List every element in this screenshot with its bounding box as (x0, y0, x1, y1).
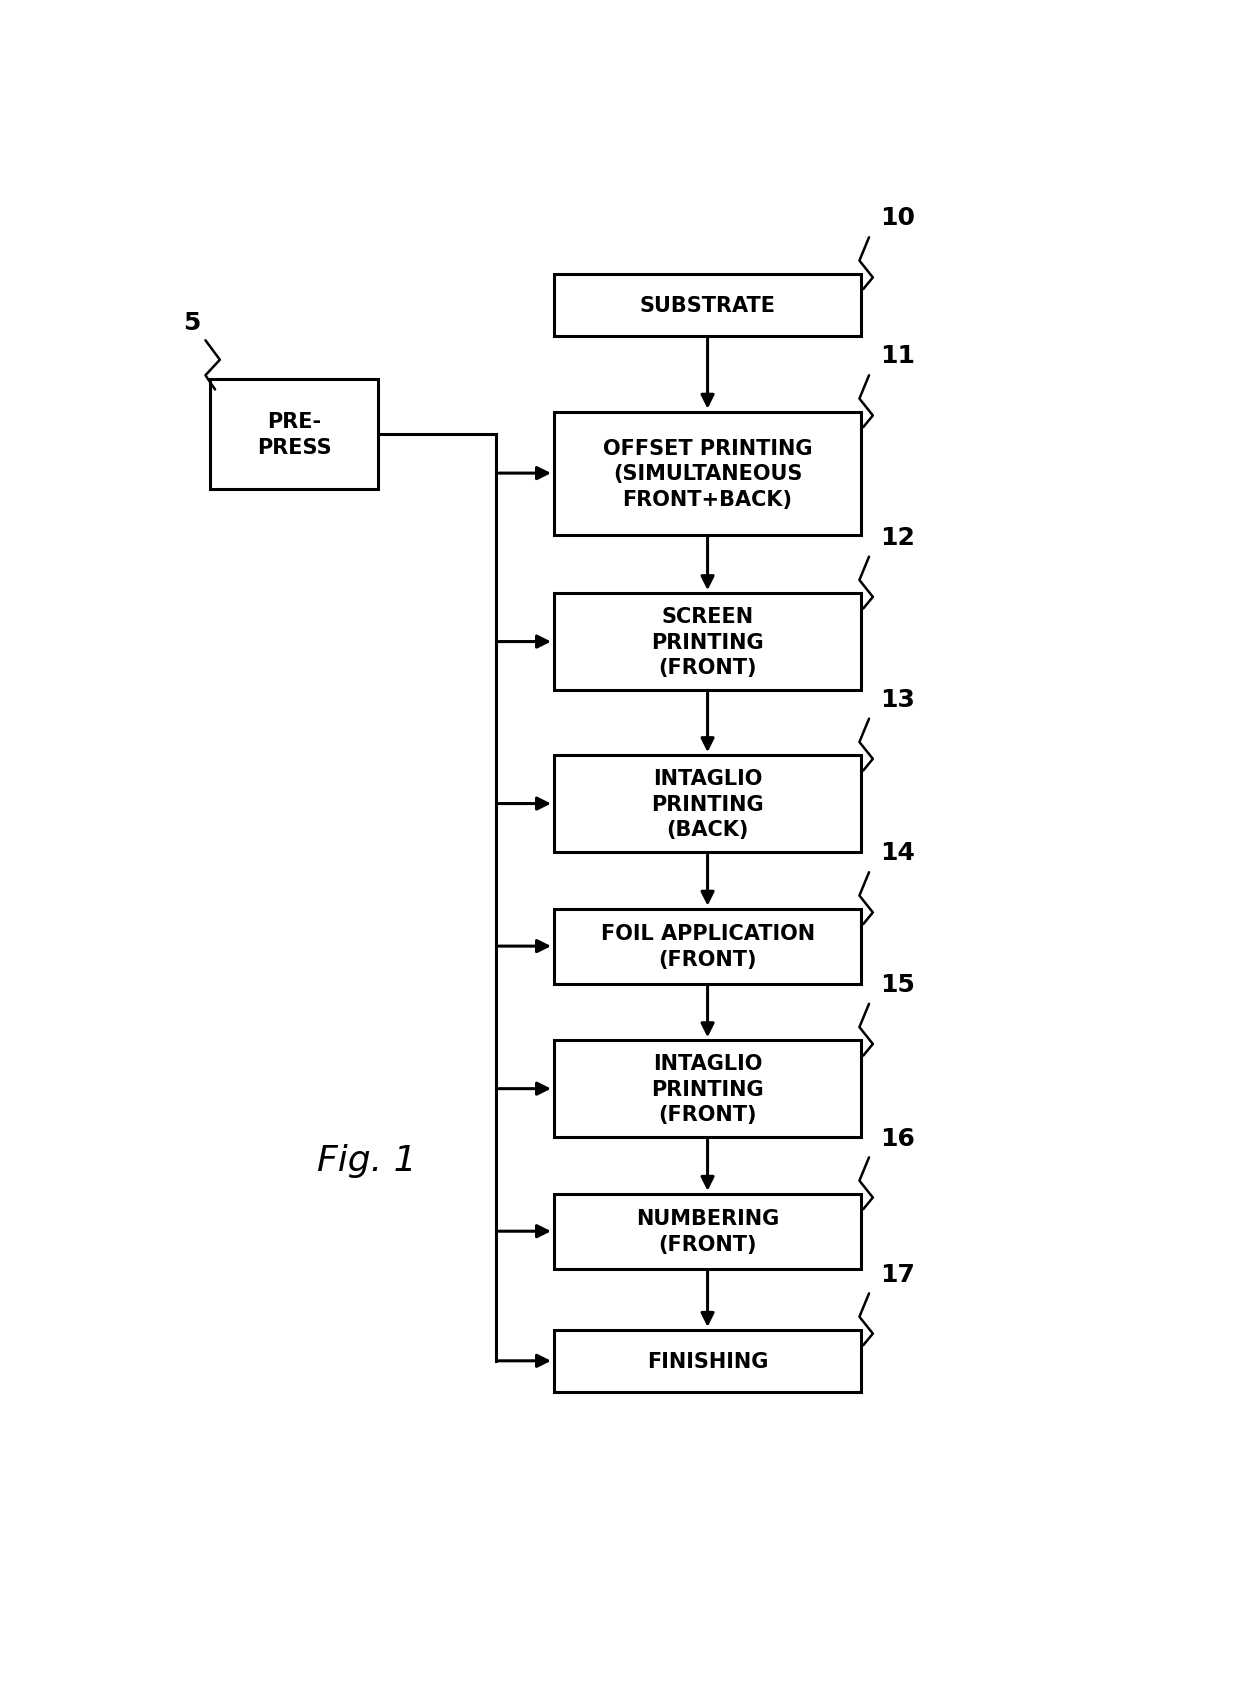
Text: SUBSTRATE: SUBSTRATE (640, 296, 775, 316)
Text: 16: 16 (880, 1125, 915, 1150)
Text: FOIL APPLICATION
(FRONT): FOIL APPLICATION (FRONT) (600, 923, 815, 969)
Text: 5: 5 (184, 311, 201, 335)
Text: SCREEN
PRINTING
(FRONT): SCREEN PRINTING (FRONT) (651, 607, 764, 678)
Text: INTAGLIO
PRINTING
(BACK): INTAGLIO PRINTING (BACK) (651, 769, 764, 839)
Text: Fig. 1: Fig. 1 (316, 1144, 417, 1177)
Text: NUMBERING
(FRONT): NUMBERING (FRONT) (636, 1209, 779, 1255)
FancyBboxPatch shape (211, 380, 378, 489)
Text: 17: 17 (880, 1262, 915, 1285)
FancyBboxPatch shape (554, 1194, 862, 1268)
FancyBboxPatch shape (554, 274, 862, 336)
Text: 10: 10 (880, 207, 915, 230)
FancyBboxPatch shape (554, 908, 862, 984)
Text: 14: 14 (880, 841, 915, 865)
FancyBboxPatch shape (554, 594, 862, 691)
FancyBboxPatch shape (554, 412, 862, 535)
Text: PRE-
PRESS: PRE- PRESS (257, 412, 331, 458)
FancyBboxPatch shape (554, 755, 862, 853)
Text: INTAGLIO
PRINTING
(FRONT): INTAGLIO PRINTING (FRONT) (651, 1053, 764, 1125)
FancyBboxPatch shape (554, 1330, 862, 1393)
Text: 11: 11 (880, 345, 915, 368)
FancyBboxPatch shape (554, 1041, 862, 1137)
Text: 12: 12 (880, 525, 915, 550)
Text: FINISHING: FINISHING (647, 1351, 769, 1371)
Text: 15: 15 (880, 972, 915, 996)
Text: 13: 13 (880, 688, 915, 711)
Text: OFFSET PRINTING
(SIMULTANEOUS
FRONT+BACK): OFFSET PRINTING (SIMULTANEOUS FRONT+BACK… (603, 439, 812, 510)
